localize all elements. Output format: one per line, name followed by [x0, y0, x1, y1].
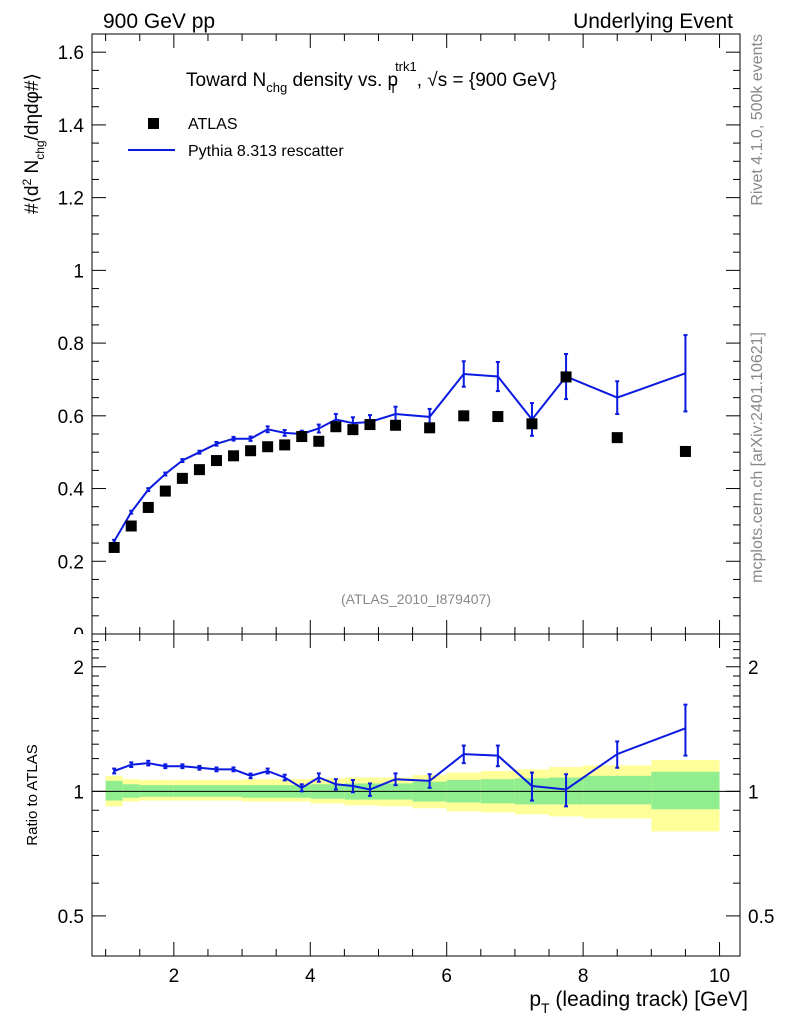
- atlas-point: [210, 455, 222, 467]
- ratio-stat-band: [105, 780, 123, 801]
- main-ytick-label: 1: [73, 261, 84, 282]
- watermark: (ATLAS_2010_I879407): [341, 591, 491, 607]
- legend-atlas-marker: [148, 118, 159, 129]
- header-left: 900 GeV pp: [103, 10, 215, 33]
- pythia-line: [113, 372, 686, 542]
- main-ytick-label: 1.6: [58, 43, 84, 64]
- main-ytick-label: 1.2: [58, 189, 84, 210]
- x-tick-label: 8: [578, 966, 589, 987]
- atlas-point: [492, 411, 504, 423]
- atlas-point: [262, 441, 274, 453]
- ratio-ytick-label-left: 2: [73, 658, 84, 679]
- ratio-ytick-label-left: 0.5: [58, 907, 84, 928]
- atlas-point: [458, 410, 470, 422]
- atlas-point: [611, 432, 623, 444]
- atlas-point: [159, 485, 171, 497]
- header-right: Underlying Event: [573, 10, 733, 33]
- ratio-frame: [91, 633, 741, 957]
- x-tick-label: 4: [305, 966, 316, 987]
- atlas-point: [330, 421, 342, 433]
- ratio-ylabel: Ratio to ATLAS: [24, 744, 41, 845]
- atlas-point: [142, 501, 154, 513]
- main-ytick-label-zero: 0: [73, 625, 84, 646]
- main-ytick-label: 0.6: [58, 407, 84, 428]
- atlas-point: [176, 472, 188, 484]
- atlas-point: [245, 445, 257, 457]
- main-ytick-label: 1.4: [58, 116, 85, 137]
- ratio-stat-band: [651, 771, 720, 810]
- side-rivet: Rivet 4.1.0, 500k events: [749, 34, 766, 206]
- ratio-ytick-label-right: 1: [748, 782, 759, 803]
- main-ytick-label: 0.8: [58, 334, 84, 355]
- atlas-point: [279, 439, 291, 451]
- atlas-point: [193, 464, 205, 476]
- legend-pythia-label: Pythia 8.313 rescatter: [188, 143, 344, 160]
- atlas-point: [364, 419, 376, 431]
- x-tick-label: 6: [441, 966, 452, 987]
- atlas-point: [296, 431, 308, 443]
- atlas-point: [228, 450, 240, 462]
- main-ytick-label: 0.2: [58, 552, 84, 573]
- atlas-point: [560, 371, 572, 383]
- atlas-point: [679, 445, 691, 457]
- ratio-ytick-label-right: 2: [748, 658, 759, 679]
- side-mcplots: mcplots.cern.ch [arXiv:2401.10621]: [749, 332, 766, 583]
- ratio-ytick-label-right: 0.5: [748, 907, 774, 928]
- x-tick-label: 2: [169, 966, 180, 987]
- atlas-point: [390, 419, 402, 431]
- main-ytick-label: 0.4: [58, 480, 85, 501]
- atlas-point: [125, 520, 137, 532]
- atlas-point: [424, 422, 436, 434]
- atlas-point: [526, 418, 538, 430]
- ratio-ytick-label-left: 1: [73, 782, 84, 803]
- main-ylabel: #⟨d2 Nchg/dηdφ#⟩: [20, 73, 47, 214]
- atlas-point: [313, 435, 325, 447]
- atlas-point: [347, 424, 359, 436]
- legend-atlas-label: ATLAS: [188, 116, 238, 133]
- atlas-point: [108, 541, 120, 553]
- ratio-pythia-line: [113, 727, 686, 791]
- x-tick-label: 10: [709, 966, 730, 987]
- ratio-stat-band: [583, 775, 652, 805]
